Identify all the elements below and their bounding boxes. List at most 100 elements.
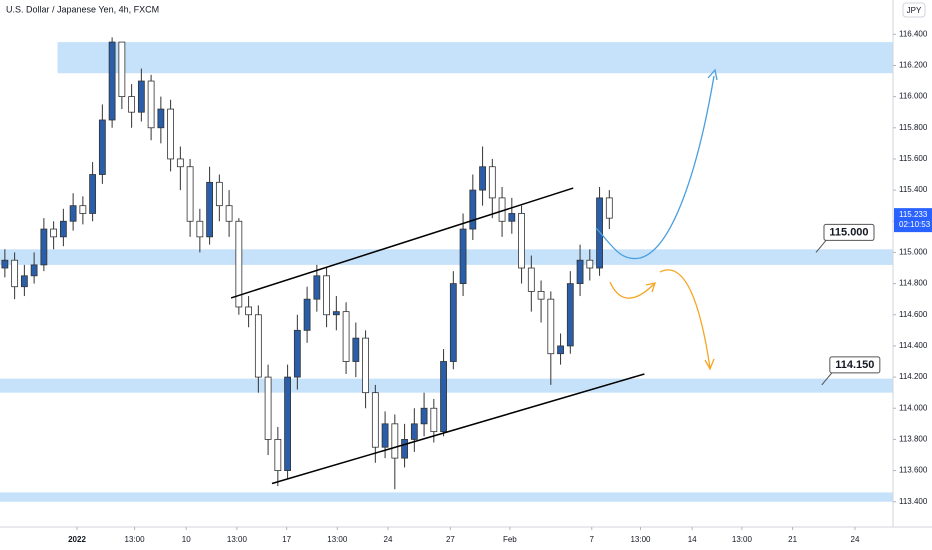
- x-tick-label: Feb: [503, 535, 517, 544]
- candle-body: [167, 108, 175, 160]
- chart-title: U.S. Dollar / Japanese Yen, 4h, FXCM: [6, 4, 159, 14]
- annotation-box: [829, 356, 881, 374]
- time-axis: [0, 527, 932, 550]
- arrow-head: [645, 282, 656, 293]
- x-tick-label: 13:00: [227, 535, 248, 544]
- x-tick-label: 2022: [68, 535, 86, 544]
- candle-body: [518, 213, 525, 269]
- y-tick-label: 114.200: [899, 372, 928, 381]
- y-tick-label: 114.400: [899, 341, 928, 350]
- x-tick-label: 7: [590, 535, 595, 544]
- y-tick-label: 113.600: [899, 466, 928, 475]
- candle-body: [527, 267, 535, 292]
- x-tick-label: 13:00: [327, 535, 348, 544]
- candle-body: [410, 423, 418, 440]
- pullback-arrow: [609, 281, 655, 299]
- candle-body: [459, 228, 467, 284]
- y-tick-label: 116.000: [899, 92, 928, 101]
- x-tick-label: 13:00: [732, 535, 753, 544]
- y-tick-label: 115.000: [899, 248, 928, 257]
- annotation-pointer: [821, 372, 833, 386]
- x-tick-label: 17: [282, 535, 291, 544]
- y-tick-label: 116.400: [899, 29, 928, 38]
- support-resistance-zone: [0, 492, 893, 502]
- candle-body: [557, 345, 564, 355]
- candle-body: [1, 259, 9, 269]
- candle-body: [79, 205, 87, 214]
- bearish-arrow: [659, 269, 711, 369]
- candle-body: [430, 407, 438, 433]
- candle-body: [537, 290, 545, 300]
- last-price-label: 115.233: [899, 210, 928, 219]
- y-tick-label: 113.400: [899, 497, 928, 506]
- support-resistance-zone: [57, 42, 894, 74]
- y-tick-label: 113.800: [899, 435, 928, 444]
- last-price-tag: [894, 208, 932, 233]
- candle-body: [596, 197, 603, 269]
- candle-body: [186, 166, 194, 222]
- y-tick-label: 115.400: [899, 185, 928, 194]
- x-tick-label: 10: [182, 535, 191, 544]
- currency-box: [902, 2, 926, 18]
- candle-body: [547, 298, 555, 355]
- candle-body: [313, 275, 321, 300]
- candle-body: [566, 283, 574, 347]
- candle-body: [401, 439, 408, 459]
- candle-body: [323, 275, 330, 316]
- candle-body: [225, 205, 233, 222]
- candle-body: [98, 119, 106, 175]
- candle-body: [128, 96, 136, 113]
- candle-body: [362, 337, 369, 394]
- candle-body: [11, 259, 19, 288]
- y-tick-label: 115.600: [899, 154, 928, 163]
- candle-body: [488, 166, 496, 199]
- candle-body: [293, 329, 301, 378]
- candle-body: [303, 298, 311, 331]
- candle-body: [89, 174, 97, 214]
- candle-body: [196, 220, 204, 238]
- candle-body: [264, 376, 272, 440]
- candle-body: [50, 228, 58, 238]
- candle-body: [118, 41, 126, 98]
- candle-body: [235, 220, 243, 308]
- candle-body: [576, 259, 584, 284]
- candle-body: [352, 337, 360, 362]
- y-tick-label: 114.000: [899, 403, 928, 412]
- candle-body: [69, 205, 77, 222]
- candle-body: [157, 108, 165, 129]
- candle-body: [245, 306, 252, 316]
- candle-body: [449, 283, 457, 362]
- candle-body: [30, 264, 38, 277]
- annotation-label: 114.150: [835, 359, 874, 371]
- candle-body: [332, 311, 340, 316]
- support-resistance-zone: [0, 249, 893, 265]
- annotation-pointer: [815, 240, 827, 253]
- candle-body: [391, 423, 399, 459]
- currency-label: JPY: [907, 6, 922, 15]
- candle-body: [508, 213, 516, 222]
- candle-body: [479, 166, 486, 191]
- x-tick-label: 13:00: [630, 535, 651, 544]
- trendline: [271, 373, 645, 485]
- arrow-head: [704, 358, 715, 371]
- trendline: [230, 187, 574, 299]
- x-tick-label: 13:00: [125, 535, 146, 544]
- x-tick-label: 14: [688, 535, 697, 544]
- x-tick-label: 24: [384, 535, 393, 544]
- candle-body: [206, 181, 214, 238]
- candle-body: [137, 80, 145, 113]
- candle-body: [371, 392, 379, 448]
- x-tick-label: 24: [851, 535, 860, 544]
- candle-body: [274, 439, 282, 471]
- price-axis: [893, 0, 932, 550]
- candle-body: [381, 423, 389, 448]
- last-price-timer: 02:10:53: [899, 220, 931, 229]
- y-tick-label: 116.200: [899, 61, 928, 70]
- bullish-arrow: [595, 75, 715, 260]
- annotation-label: 115.000: [829, 226, 868, 238]
- candle-body: [284, 376, 291, 471]
- candle-body: [605, 197, 613, 219]
- candle-body: [469, 189, 477, 230]
- candle-body: [40, 228, 48, 266]
